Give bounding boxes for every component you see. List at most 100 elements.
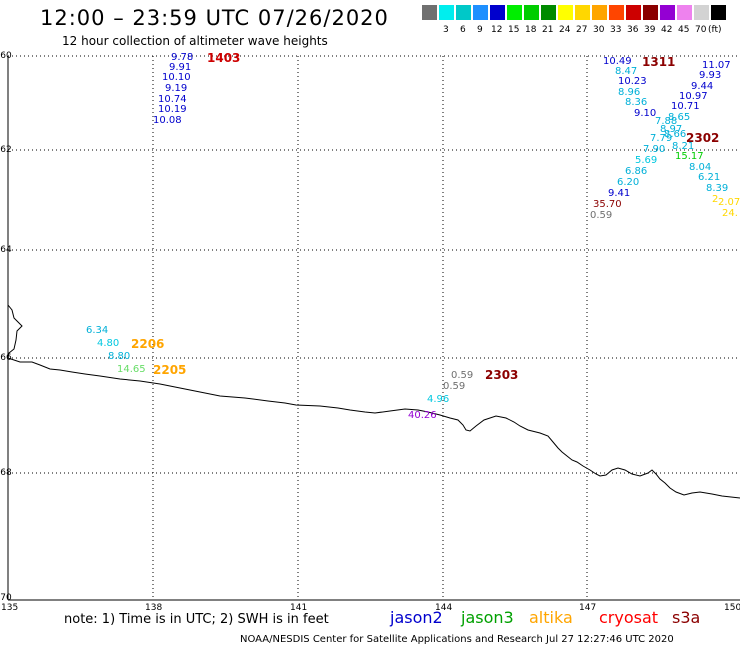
legend-swatch xyxy=(677,5,692,20)
wave-height-label: 14.65 xyxy=(117,364,146,375)
lon-label: 138 xyxy=(145,603,163,613)
legend-swatch xyxy=(490,5,505,20)
legend-unit: (ft) xyxy=(708,25,722,35)
wave-height-label: 10.71 xyxy=(671,101,700,112)
legend-swatch xyxy=(626,5,641,20)
lat-label: -64 xyxy=(0,245,12,255)
pass-time-label: 2303 xyxy=(485,368,519,382)
pass-time-label: 2302 xyxy=(686,131,720,145)
legend-swatch xyxy=(694,5,709,20)
wave-height-label: 9.10 xyxy=(634,108,657,119)
wave-height-label: 5.69 xyxy=(635,155,658,166)
legend-value-label: 9 xyxy=(477,25,483,35)
lon-label: 144 xyxy=(435,603,453,613)
wave-height-label: 8.47 xyxy=(615,66,638,77)
wave-height-label: 24. xyxy=(722,208,738,219)
legend-value-label: 42 xyxy=(661,25,673,35)
wave-height-label: 9.41 xyxy=(608,188,631,199)
legend-value-label: 27 xyxy=(576,25,588,35)
legend-value-label: 33 xyxy=(610,25,622,35)
legend-swatch xyxy=(711,5,726,20)
wave-height-label: 10.23 xyxy=(618,76,647,87)
longitude-gridlines xyxy=(152,56,588,600)
legend-value-label: 70 xyxy=(695,25,707,35)
wave-height-label: 4.96 xyxy=(427,394,450,405)
wave-height-label: 2 xyxy=(712,194,719,205)
wave-height-label: 10.74 xyxy=(158,94,187,105)
wave-height-label: 0.59 xyxy=(451,370,474,381)
legend-swatch xyxy=(456,5,471,20)
legend-swatch xyxy=(575,5,590,20)
satellite-legend-jason3: jason3 xyxy=(461,608,514,627)
wave-height-label: 8.80 xyxy=(108,351,131,362)
wave-height-label: 8.39 xyxy=(706,183,729,194)
legend-value-label: 30 xyxy=(593,25,605,35)
credit-line: NOAA/NESDIS Center for Satellite Applica… xyxy=(240,634,674,645)
legend-value-label: 12 xyxy=(491,25,503,35)
legend-swatch xyxy=(592,5,607,20)
wave-height-label: 8.65 xyxy=(668,112,691,123)
wave-height-label: 0.59 xyxy=(590,210,613,221)
legend-value-label: 45 xyxy=(678,25,690,35)
wave-height-label: 7.90 xyxy=(643,144,666,155)
wave-height-label: 35.70 xyxy=(593,199,622,210)
wave-height-label: 9.44 xyxy=(691,81,714,92)
legend-value-label: 24 xyxy=(559,25,571,35)
lat-label: -66 xyxy=(0,353,12,363)
legend-value-label: 15 xyxy=(508,25,520,35)
legend-swatch xyxy=(609,5,624,20)
wave-height-label: 7.88 xyxy=(655,116,678,127)
page-subtitle: 12 hour collection of altimeter wave hei… xyxy=(62,34,328,48)
wave-height-label: 15.17 xyxy=(675,151,704,162)
wave-height-label: 0.59 xyxy=(443,381,466,392)
legend-value-label: 18 xyxy=(525,25,537,35)
lon-label: 147 xyxy=(579,603,597,613)
satellite-legend-cryosat: cryosat xyxy=(599,608,659,627)
coastline xyxy=(7,304,740,499)
legend-swatch xyxy=(541,5,556,20)
wave-height-label: 6.21 xyxy=(698,172,721,183)
pass-time-label: 1311 xyxy=(642,55,676,69)
wave-height-label: 10.10 xyxy=(162,72,191,83)
legend-swatch xyxy=(507,5,522,20)
page-title: 12:00 – 23:59 UTC 07/26/2020 xyxy=(40,6,389,30)
wave-height-label: 40.26 xyxy=(408,410,437,421)
legend-value-label: 39 xyxy=(644,25,656,35)
wave-height-label: 8.21 xyxy=(672,141,695,152)
legend-swatch xyxy=(660,5,675,20)
wave-height-label: 4.80 xyxy=(97,338,120,349)
wave-height-label: 9.78 xyxy=(171,52,194,63)
wave-height-label: 10.49 xyxy=(603,56,632,67)
legend-swatch xyxy=(439,5,454,20)
wave-height-label: 10.97 xyxy=(679,91,708,102)
lon-label: 150 xyxy=(724,603,740,613)
wave-height-label: 7.79 xyxy=(650,133,673,144)
wave-height-label: 8.97 xyxy=(660,124,683,135)
satellite-legend-altika: altika xyxy=(529,608,573,627)
wave-height-label: 8.96 xyxy=(618,87,641,98)
lat-label: -68 xyxy=(0,468,12,478)
legend-swatch xyxy=(473,5,488,20)
lat-label: -62 xyxy=(0,145,12,155)
legend-swatch xyxy=(558,5,573,20)
lon-label: 135 xyxy=(1,603,19,613)
wave-height-label: 2.07 xyxy=(718,197,740,208)
satellite-legend-jason2: jason2 xyxy=(390,608,443,627)
wave-height-label: 8.04 xyxy=(689,162,712,173)
wave-height-label: 9.19 xyxy=(165,83,188,94)
wave-height-label: 8.66 xyxy=(664,129,687,140)
wave-height-label: 6.86 xyxy=(625,166,648,177)
pass-time-label: 1403 xyxy=(207,51,241,65)
lon-label: 141 xyxy=(290,603,308,613)
lat-label: -60 xyxy=(0,51,12,61)
legend-value-label: 6 xyxy=(460,25,466,35)
legend-swatch xyxy=(524,5,539,20)
legend-swatch xyxy=(643,5,658,20)
wave-height-label: 9.91 xyxy=(169,62,192,73)
wave-height-label: 6.20 xyxy=(617,177,640,188)
legend-value-label: 3 xyxy=(443,25,449,35)
latitude-gridlines xyxy=(8,55,740,474)
pass-time-label: 2206 xyxy=(131,337,165,351)
lat-label: -70 xyxy=(0,593,12,603)
